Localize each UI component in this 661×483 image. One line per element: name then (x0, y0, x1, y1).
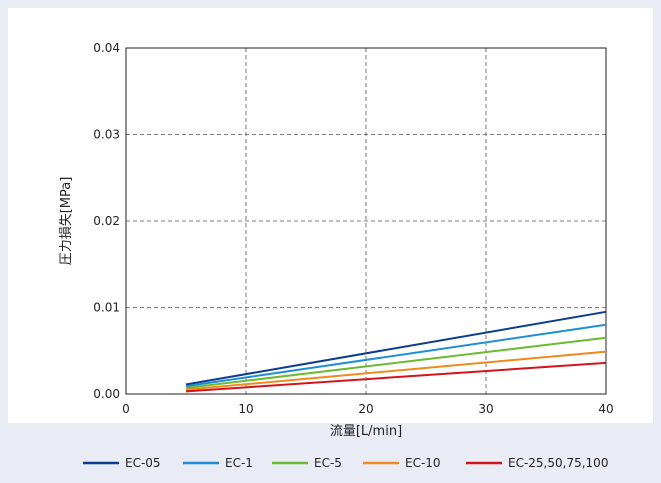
series-line (185, 350, 607, 391)
y-tick-label: 0.00 (93, 387, 120, 401)
series-line (185, 336, 607, 389)
x-tick-label: 30 (478, 402, 493, 416)
series-line (185, 361, 607, 393)
legend: EC-05 EC-1 EC-5 EC-10 EC-25,50,75,100 (83, 456, 608, 470)
series-lines (185, 310, 607, 393)
legend-label: EC-05 (125, 456, 161, 470)
y-tick-label: 0.03 (93, 128, 120, 142)
series-line (185, 323, 607, 388)
legend-label: EC-1 (225, 456, 253, 470)
x-tick-label: 10 (238, 402, 253, 416)
plot-frame (125, 47, 607, 395)
legend-label: EC-10 (405, 456, 441, 470)
y-tick-label: 0.01 (93, 301, 120, 315)
x-tick-label: 20 (358, 402, 373, 416)
y-tick-label: 0.04 (93, 41, 120, 55)
y-tick-label: 0.02 (93, 214, 120, 228)
grid (126, 48, 606, 394)
legend-label: EC-25,50,75,100 (508, 456, 608, 470)
chart-panel (8, 8, 653, 423)
series-line (185, 310, 607, 386)
y-axis-title: 圧力損失[MPa] (59, 177, 74, 266)
x-tick-label: 40 (598, 402, 613, 416)
legend-label: EC-5 (314, 456, 342, 470)
tick-labels: 0 10 20 30 40 0.00 0.01 0.02 0.03 0.04 (93, 41, 613, 416)
x-tick-label: 0 (122, 402, 130, 416)
x-axis-title: 流量[L/min] (330, 424, 402, 439)
